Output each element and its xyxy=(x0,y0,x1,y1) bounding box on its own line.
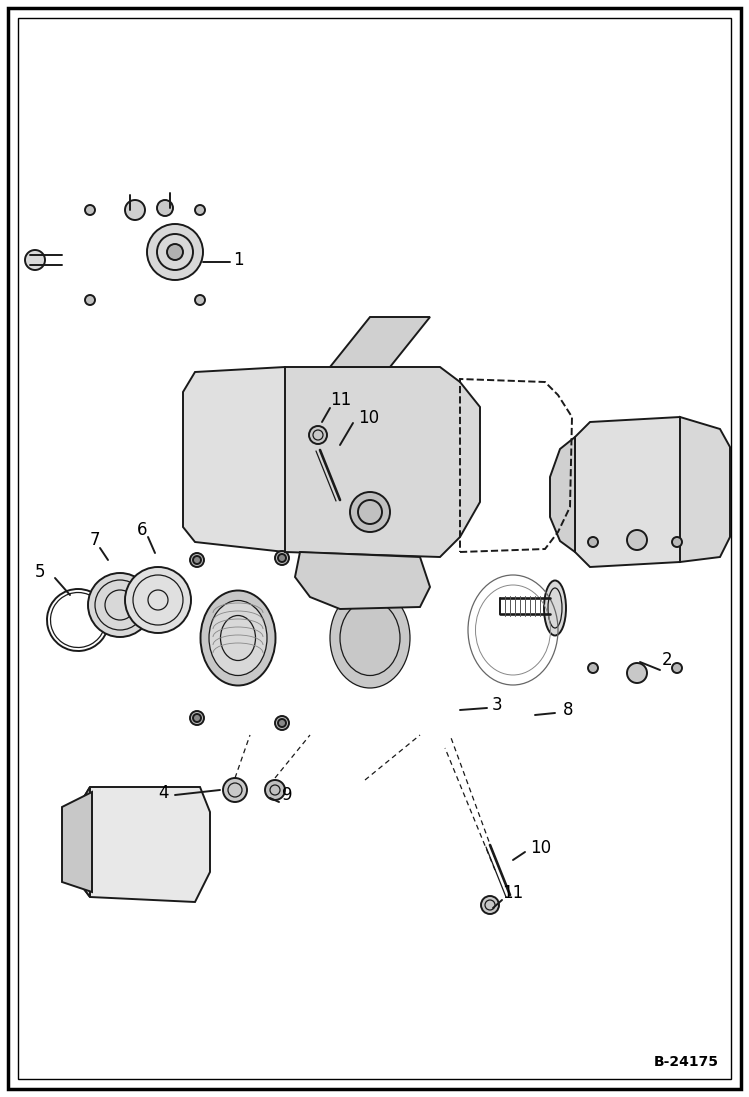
Ellipse shape xyxy=(209,600,267,676)
Circle shape xyxy=(147,224,203,280)
Circle shape xyxy=(278,719,286,727)
Polygon shape xyxy=(183,367,295,552)
Ellipse shape xyxy=(330,588,410,688)
Polygon shape xyxy=(285,367,480,557)
Circle shape xyxy=(350,491,390,532)
Text: 7: 7 xyxy=(90,531,100,548)
Text: 1: 1 xyxy=(233,251,243,269)
Text: B-24175: B-24175 xyxy=(654,1055,719,1068)
Circle shape xyxy=(278,554,286,562)
Ellipse shape xyxy=(201,590,276,686)
Polygon shape xyxy=(550,437,575,552)
Circle shape xyxy=(85,205,95,215)
Circle shape xyxy=(672,663,682,672)
Circle shape xyxy=(193,714,201,722)
Circle shape xyxy=(88,573,152,637)
Circle shape xyxy=(195,205,205,215)
Text: 5: 5 xyxy=(35,563,46,581)
Circle shape xyxy=(190,553,204,567)
Text: 4: 4 xyxy=(158,784,169,802)
Circle shape xyxy=(25,250,45,270)
FancyBboxPatch shape xyxy=(8,8,741,1089)
Ellipse shape xyxy=(544,580,566,635)
Circle shape xyxy=(190,711,204,725)
Circle shape xyxy=(125,567,191,633)
Text: 11: 11 xyxy=(502,884,524,902)
Circle shape xyxy=(309,426,327,444)
Circle shape xyxy=(627,530,647,550)
Polygon shape xyxy=(575,417,695,567)
Polygon shape xyxy=(75,787,210,902)
Text: 8: 8 xyxy=(563,701,574,719)
Circle shape xyxy=(125,200,145,220)
Circle shape xyxy=(167,244,183,260)
Text: 10: 10 xyxy=(358,409,379,427)
Circle shape xyxy=(588,663,598,672)
Text: 9: 9 xyxy=(282,785,293,804)
Circle shape xyxy=(195,295,205,305)
Circle shape xyxy=(481,896,499,914)
Polygon shape xyxy=(295,552,430,609)
Circle shape xyxy=(627,663,647,683)
Circle shape xyxy=(265,780,285,800)
Circle shape xyxy=(275,551,289,565)
Circle shape xyxy=(193,556,201,564)
Circle shape xyxy=(275,716,289,730)
Text: 2: 2 xyxy=(662,651,673,669)
Circle shape xyxy=(223,778,247,802)
Polygon shape xyxy=(330,317,430,367)
Polygon shape xyxy=(62,792,92,892)
Circle shape xyxy=(588,538,598,547)
Text: 6: 6 xyxy=(137,521,148,539)
Text: 10: 10 xyxy=(530,839,551,857)
Circle shape xyxy=(672,538,682,547)
Circle shape xyxy=(85,295,95,305)
Polygon shape xyxy=(680,417,730,562)
Circle shape xyxy=(157,200,173,216)
Polygon shape xyxy=(75,787,90,897)
Text: 3: 3 xyxy=(492,695,503,714)
Text: 11: 11 xyxy=(330,391,351,409)
